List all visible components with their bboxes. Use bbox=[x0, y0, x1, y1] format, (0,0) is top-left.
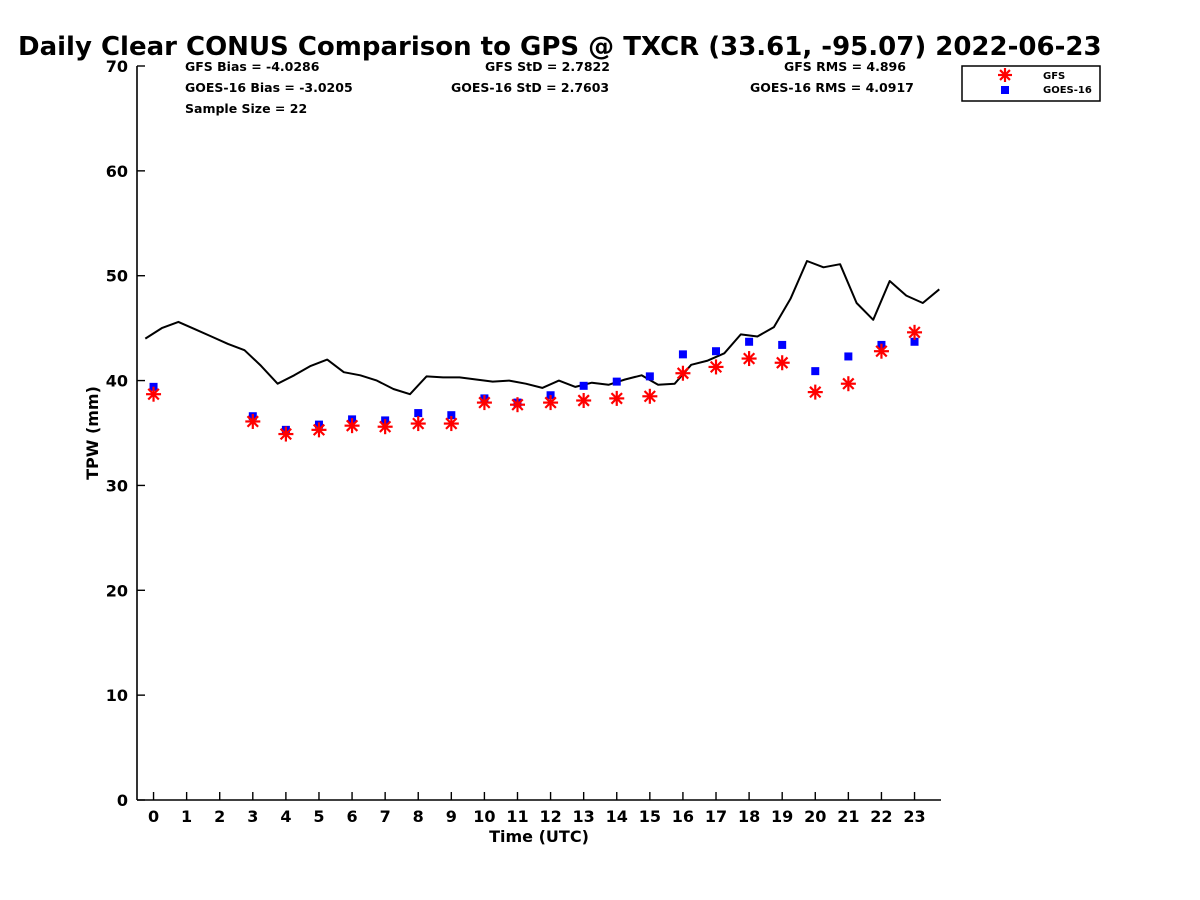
goes-point bbox=[645, 372, 654, 381]
y-tick-label: 30 bbox=[106, 476, 128, 495]
gfs-point bbox=[311, 422, 327, 438]
x-tick-label: 3 bbox=[247, 807, 258, 826]
y-tick-label: 70 bbox=[106, 57, 128, 76]
x-tick-label: 7 bbox=[380, 807, 391, 826]
gfs-point bbox=[907, 324, 923, 340]
gfs-std-text: GFS StD = 2.7822 bbox=[485, 59, 610, 74]
legend-gfs-marker bbox=[998, 68, 1012, 82]
x-tick-label: 12 bbox=[539, 807, 561, 826]
gfs-point bbox=[807, 384, 823, 400]
x-tick-label: 5 bbox=[313, 807, 324, 826]
x-tick-label: 15 bbox=[639, 807, 661, 826]
gfs-point bbox=[543, 395, 559, 411]
goes-point bbox=[414, 409, 423, 418]
goes-point bbox=[612, 377, 621, 386]
y-tick-label: 50 bbox=[106, 267, 128, 286]
gfs-point bbox=[576, 392, 592, 408]
gfs-point bbox=[840, 376, 856, 392]
goes-rms-text: GOES-16 RMS = 4.0917 bbox=[750, 80, 914, 95]
x-tick-label: 23 bbox=[903, 807, 925, 826]
y-tick-label: 10 bbox=[106, 686, 128, 705]
x-tick-label: 4 bbox=[280, 807, 291, 826]
x-tick-label: 2 bbox=[214, 807, 225, 826]
legend-gfs-label: GFS bbox=[1043, 71, 1065, 82]
x-tick-label: 9 bbox=[446, 807, 457, 826]
gfs-point bbox=[708, 359, 724, 375]
legend-box bbox=[961, 65, 1101, 102]
y-tick-label: 20 bbox=[106, 581, 128, 600]
legend: GFS GOES-16 bbox=[961, 65, 1101, 102]
x-tick-label: 10 bbox=[473, 807, 495, 826]
gfs-point bbox=[873, 343, 889, 359]
x-tick-label: 0 bbox=[148, 807, 159, 826]
gfs-point bbox=[642, 388, 658, 404]
sample-size-text: Sample Size = 22 bbox=[185, 101, 307, 116]
gfs-point bbox=[377, 419, 393, 435]
gfs-point bbox=[245, 413, 261, 429]
gfs-bias-text: GFS Bias = -4.0286 bbox=[185, 59, 320, 74]
goes-point bbox=[678, 350, 687, 359]
legend-goes-marker bbox=[1001, 86, 1009, 94]
x-tick-label: 16 bbox=[672, 807, 694, 826]
goes-point bbox=[910, 337, 919, 346]
y-tick-label: 40 bbox=[106, 372, 128, 391]
x-tick-label: 17 bbox=[705, 807, 727, 826]
x-tick-label: 21 bbox=[837, 807, 859, 826]
legend-gfs-asterisk bbox=[998, 68, 1012, 82]
goes-point bbox=[811, 367, 820, 376]
gfs-point bbox=[609, 390, 625, 406]
gps-series-line bbox=[144, 260, 940, 396]
x-tick-label: 8 bbox=[413, 807, 424, 826]
plot-area bbox=[144, 260, 940, 442]
gfs-rms-text: GFS RMS = 4.896 bbox=[784, 59, 906, 74]
x-tick-label: 11 bbox=[506, 807, 528, 826]
x-tick-label: 14 bbox=[606, 807, 628, 826]
y-tick-label: 60 bbox=[106, 162, 128, 181]
x-tick-label: 18 bbox=[738, 807, 760, 826]
x-tick-label: 1 bbox=[181, 807, 192, 826]
gfs-point bbox=[410, 416, 426, 432]
gfs-point bbox=[741, 351, 757, 367]
x-axis-label: Time (UTC) bbox=[489, 827, 589, 846]
goes-bias-text: GOES-16 Bias = -3.0205 bbox=[185, 80, 353, 95]
goes-point bbox=[778, 340, 787, 349]
gfs-point bbox=[509, 397, 525, 413]
gfs-point bbox=[675, 365, 691, 381]
goes-point bbox=[579, 381, 588, 390]
y-axis-label: TPW (mm) bbox=[83, 386, 102, 480]
chart-title: Daily Clear CONUS Comparison to GPS @ TX… bbox=[18, 32, 1102, 62]
x-tick-label: 20 bbox=[804, 807, 826, 826]
x-tick-label: 19 bbox=[771, 807, 793, 826]
goes-point bbox=[447, 411, 456, 420]
y-tick-label: 0 bbox=[117, 791, 128, 810]
gfs-point bbox=[344, 418, 360, 434]
gfs-point bbox=[774, 355, 790, 371]
gfs-point bbox=[476, 395, 492, 411]
x-tick-label: 13 bbox=[573, 807, 595, 826]
gfs-point bbox=[278, 426, 294, 442]
x-tick-label: 22 bbox=[870, 807, 892, 826]
x-tick-label: 6 bbox=[346, 807, 357, 826]
gfs-point bbox=[146, 386, 162, 402]
goes-point bbox=[745, 337, 754, 346]
goes-point bbox=[712, 347, 721, 356]
goes-std-text: GOES-16 StD = 2.7603 bbox=[451, 80, 609, 95]
gfs-point bbox=[443, 416, 459, 432]
goes-point bbox=[844, 352, 853, 361]
legend-goes-label: GOES-16 bbox=[1043, 85, 1092, 96]
